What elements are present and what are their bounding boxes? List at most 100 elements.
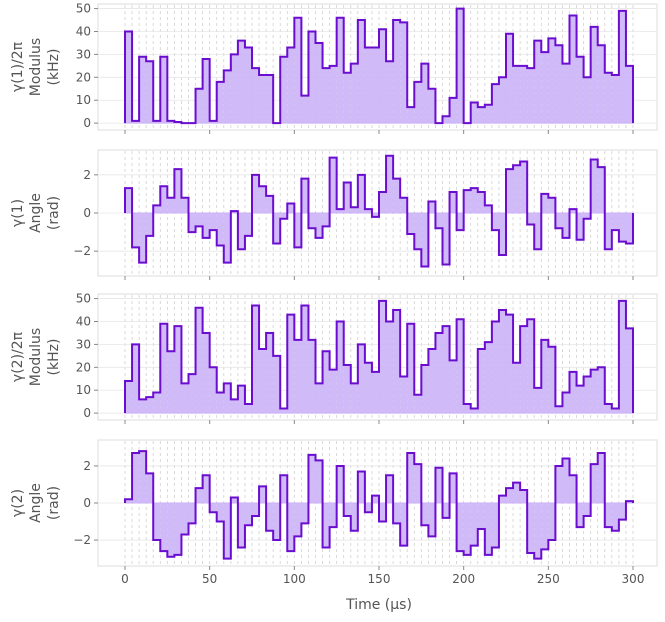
segment-fill — [477, 348, 485, 414]
segment-fill — [343, 503, 351, 516]
segment-fill — [146, 61, 154, 124]
segment-fill — [463, 503, 471, 555]
segment-fill — [506, 488, 514, 503]
segment-fill — [421, 503, 429, 526]
segment-fill — [407, 107, 415, 124]
y-axis-label: γ(1) — [10, 199, 26, 227]
segment-fill — [294, 213, 302, 248]
segment-fill — [506, 33, 514, 124]
segment-fill — [244, 213, 252, 236]
y-axis-label: (kHz) — [46, 339, 62, 376]
segment-fill — [357, 471, 365, 503]
segment-fill — [393, 20, 401, 124]
segment-fill — [435, 213, 443, 229]
segment-fill — [371, 47, 379, 124]
segment-fill — [343, 182, 351, 213]
segment-fill — [534, 387, 542, 414]
segment-fill — [273, 213, 281, 244]
segment-fill — [287, 314, 295, 414]
segment-fill — [611, 75, 619, 124]
segment-fill — [484, 503, 492, 555]
segment-fill — [202, 213, 210, 238]
segment-fill — [604, 503, 612, 528]
segment-fill — [357, 344, 365, 414]
segment-fill — [343, 365, 351, 414]
x-tick-label: 300 — [622, 572, 645, 586]
segment-fill — [280, 213, 288, 219]
segment-fill — [400, 376, 408, 414]
segment-fill — [153, 392, 161, 414]
segment-fill — [209, 213, 217, 231]
segment-fill — [125, 381, 133, 414]
segment-fill — [527, 68, 535, 124]
plot-frame — [97, 3, 658, 131]
segment-fill — [386, 321, 394, 414]
segment-fill — [336, 465, 344, 503]
segment-fill — [520, 65, 528, 124]
segment-fill — [576, 56, 584, 124]
segment-fill — [280, 408, 288, 414]
segment-fill — [527, 213, 535, 225]
segment-fill — [160, 503, 168, 552]
segment-fill — [132, 452, 140, 503]
segment-fill — [308, 339, 316, 414]
segment-fill — [329, 157, 337, 213]
segment-fill — [576, 385, 584, 414]
segment-fill — [611, 408, 619, 414]
segment-fill — [202, 58, 210, 124]
segment-fill — [237, 503, 245, 548]
y-axis-label: (kHz) — [46, 49, 62, 86]
y-tick-label: 0 — [83, 406, 91, 420]
segment-fill — [223, 383, 231, 414]
segment-fill — [597, 45, 605, 124]
segment-fill — [216, 503, 224, 522]
segment-fill — [590, 369, 598, 414]
segment-fill — [449, 192, 457, 213]
y-tick-label: −2 — [73, 244, 91, 258]
segment-fill — [357, 20, 365, 124]
segment-fill — [498, 310, 506, 414]
segment-fill — [167, 351, 175, 414]
segment-fill — [541, 503, 549, 550]
segment-fill — [195, 307, 203, 414]
segment-fill — [209, 120, 217, 124]
series-line — [124, 450, 634, 560]
segment-fill — [139, 451, 147, 503]
segment-fill — [139, 399, 147, 414]
segment-fill — [477, 107, 485, 124]
segment-fill — [181, 503, 189, 535]
panel-1: 0 10 20 30 40 50 γ(1)/2π Modulus (kHz) — [10, 2, 658, 134]
segment-fill — [421, 213, 429, 267]
segment-fill — [244, 47, 252, 124]
segment-fill — [294, 503, 302, 537]
segment-fill — [244, 403, 252, 414]
segment-fill — [442, 326, 450, 414]
segment-fill — [520, 490, 528, 503]
segment-fill — [301, 305, 309, 414]
y-tick-label: 0 — [83, 496, 91, 510]
segment-fill — [315, 460, 323, 503]
segment-fill — [259, 186, 267, 213]
segment-fill — [470, 102, 478, 124]
segment-fill — [343, 72, 351, 124]
y-axis-label: (rad) — [46, 486, 62, 520]
segment-fill — [597, 367, 605, 414]
y-axis-label: γ(2) — [10, 489, 26, 517]
segment-fill — [132, 120, 140, 124]
segment-fill — [146, 473, 154, 503]
segment-fill — [618, 503, 626, 520]
segment-fill — [371, 371, 379, 414]
segment-fill — [393, 310, 401, 414]
segment-fill — [139, 56, 147, 124]
segment-fill — [625, 65, 633, 124]
segment-fill — [498, 77, 506, 124]
segment-fill — [174, 169, 182, 213]
segment-fill — [209, 367, 217, 414]
series-line — [124, 7, 634, 125]
segment-fill — [442, 116, 450, 124]
segment-fill — [611, 213, 619, 231]
segment-fill — [491, 84, 499, 124]
segment-fill — [548, 346, 556, 414]
y-tick-label: 20 — [76, 70, 91, 84]
y-axis-label: Angle — [28, 483, 44, 523]
